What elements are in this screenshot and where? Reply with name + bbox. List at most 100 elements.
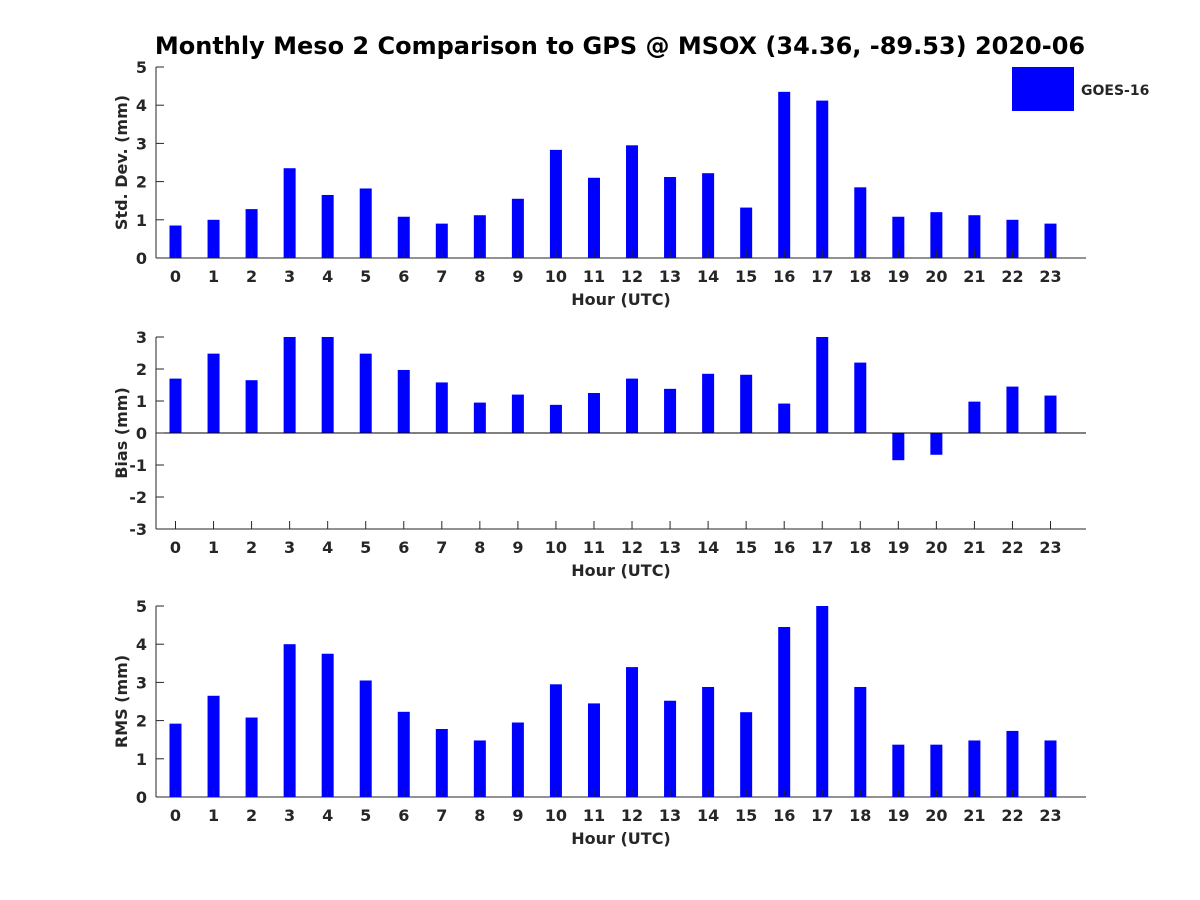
rms-bar-6 bbox=[397, 711, 410, 797]
bias-ylabel: Bias (mm) bbox=[112, 387, 131, 479]
std-dev-bar-4 bbox=[321, 194, 334, 258]
bias-xtick-label: 2 bbox=[246, 538, 257, 557]
std-dev-bar-20 bbox=[930, 212, 943, 258]
bias-bar-7 bbox=[435, 382, 448, 433]
legend: GOES-16 bbox=[1012, 67, 1149, 111]
std-dev-ytick-label: 0 bbox=[136, 249, 147, 268]
std-dev-xtick-label: 17 bbox=[811, 267, 833, 286]
rms-xtick-label: 21 bbox=[963, 806, 985, 825]
std-dev-ytick-label: 4 bbox=[136, 96, 147, 115]
rms-xtick-label: 18 bbox=[849, 806, 871, 825]
bias-bar-1 bbox=[207, 353, 220, 433]
bias-xtick-label: 14 bbox=[697, 538, 719, 557]
bias-bar-16 bbox=[778, 403, 791, 433]
bias-bar-23 bbox=[1044, 395, 1057, 433]
bias-xtick-label: 18 bbox=[849, 538, 871, 557]
bias-xtick-label: 21 bbox=[963, 538, 985, 557]
rms-bar-10 bbox=[549, 684, 562, 797]
std-dev-xtick-label: 10 bbox=[545, 267, 567, 286]
std-dev-xtick-label: 0 bbox=[170, 267, 181, 286]
std-dev-bar-14 bbox=[702, 173, 715, 258]
bias-bar-21 bbox=[968, 401, 981, 433]
rms-xtick-label: 10 bbox=[545, 806, 567, 825]
bias-xtick-label: 11 bbox=[583, 538, 605, 557]
std-dev-bar-10 bbox=[549, 149, 562, 258]
rms-bar-2 bbox=[245, 717, 258, 797]
rms-bar-3 bbox=[283, 644, 296, 797]
std-dev-ytick-label: 1 bbox=[136, 211, 147, 230]
rms-bar-17 bbox=[816, 606, 829, 797]
rms-xtick-label: 15 bbox=[735, 806, 757, 825]
std-dev-xtick-label: 2 bbox=[246, 267, 257, 286]
rms-ytick-label: 5 bbox=[136, 597, 147, 616]
std-dev-xtick-label: 21 bbox=[963, 267, 985, 286]
bias-bar-14 bbox=[702, 373, 715, 433]
rms-xtick-label: 12 bbox=[621, 806, 643, 825]
std-dev-bar-12 bbox=[626, 145, 639, 258]
bias-xtick-label: 19 bbox=[887, 538, 909, 557]
std-dev-bar-19 bbox=[892, 216, 905, 258]
bias-bar-6 bbox=[397, 369, 410, 433]
rms-bar-9 bbox=[511, 722, 524, 797]
bias-ytick-label: -3 bbox=[129, 520, 147, 539]
std-dev-bar-17 bbox=[816, 100, 829, 258]
rms-ytick-label: 2 bbox=[136, 712, 147, 731]
rms-bar-12 bbox=[626, 667, 639, 797]
std-dev-xtick-label: 1 bbox=[208, 267, 219, 286]
std-dev-xtick-label: 8 bbox=[474, 267, 485, 286]
bias-xtick-label: 5 bbox=[360, 538, 371, 557]
rms-xtick-label: 16 bbox=[773, 806, 795, 825]
rms-xlabel: Hour (UTC) bbox=[571, 829, 671, 848]
rms-bar-5 bbox=[359, 680, 372, 797]
rms-bar-7 bbox=[435, 729, 448, 797]
bias-bar-15 bbox=[740, 374, 753, 433]
rms-bar-13 bbox=[664, 700, 677, 797]
bias-xtick-label: 22 bbox=[1001, 538, 1023, 557]
std-dev-xtick-label: 11 bbox=[583, 267, 605, 286]
std-dev-bar-11 bbox=[587, 177, 600, 258]
rms-xtick-label: 3 bbox=[284, 806, 295, 825]
std-dev-bar-5 bbox=[359, 188, 372, 258]
bias-xtick-label: 3 bbox=[284, 538, 295, 557]
rms-ytick-label: 0 bbox=[136, 788, 147, 807]
std-dev-xtick-label: 9 bbox=[512, 267, 523, 286]
bias-xtick-label: 16 bbox=[773, 538, 795, 557]
std-dev-bar-7 bbox=[435, 223, 448, 258]
std-dev-ytick-label: 5 bbox=[136, 58, 147, 77]
std-dev-xlabel: Hour (UTC) bbox=[571, 290, 671, 309]
rms-bar-22 bbox=[1006, 730, 1019, 797]
bias-bar-0 bbox=[169, 378, 182, 433]
bias-bar-12 bbox=[626, 378, 639, 433]
std-dev-bar-21 bbox=[968, 215, 981, 258]
rms-bar-8 bbox=[473, 740, 486, 797]
rms-bar-21 bbox=[968, 740, 981, 797]
bias-ytick-label: -2 bbox=[129, 488, 147, 507]
rms-xtick-label: 1 bbox=[208, 806, 219, 825]
std-dev-xtick-label: 14 bbox=[697, 267, 719, 286]
std-dev-bar-3 bbox=[283, 168, 296, 258]
std-dev-bar-1 bbox=[207, 219, 220, 258]
rms-bar-4 bbox=[321, 653, 334, 797]
rms-xtick-label: 6 bbox=[398, 806, 409, 825]
std-dev-bar-15 bbox=[740, 207, 753, 258]
bias-ytick-label: -1 bbox=[129, 456, 147, 475]
bias-bar-20 bbox=[930, 433, 943, 455]
std-dev-bar-9 bbox=[511, 198, 524, 258]
std-dev-ytick-label: 3 bbox=[136, 134, 147, 153]
std-dev-bar-13 bbox=[664, 177, 677, 258]
bias-xtick-label: 13 bbox=[659, 538, 681, 557]
rms-xtick-label: 20 bbox=[925, 806, 947, 825]
rms-bar-23 bbox=[1044, 740, 1057, 797]
rms-xtick-label: 0 bbox=[170, 806, 181, 825]
bias-xtick-label: 15 bbox=[735, 538, 757, 557]
rms-bar-18 bbox=[854, 686, 867, 797]
rms-ytick-label: 3 bbox=[136, 673, 147, 692]
figure-title: Monthly Meso 2 Comparison to GPS @ MSOX … bbox=[155, 32, 1085, 60]
bias-bar-17 bbox=[816, 337, 829, 433]
rms-xtick-label: 4 bbox=[322, 806, 333, 825]
rms-xtick-label: 11 bbox=[583, 806, 605, 825]
std-dev-xtick-label: 19 bbox=[887, 267, 909, 286]
bias-ytick-label: 3 bbox=[136, 328, 147, 347]
